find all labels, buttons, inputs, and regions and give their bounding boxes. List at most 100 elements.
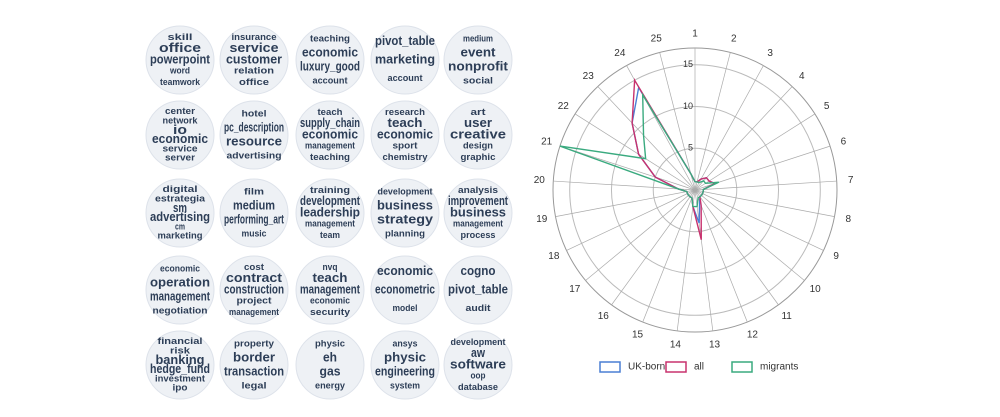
spoke [694,189,779,306]
cloud-word: research [385,107,425,117]
legend-label: migrants [760,362,798,373]
cloud-disc [370,255,440,325]
cloud-word: operation [150,274,210,289]
axis-label: 18 [548,251,560,262]
cloud-word: economic [302,44,358,59]
axis-label: 16 [598,311,610,322]
cloud-word: io [173,122,187,137]
cloud-disc [443,25,513,95]
cloud-word: film [244,186,264,196]
cloud-disc [219,330,289,400]
cloud-word: pc_description [224,119,284,134]
cloud-word: customer [226,51,282,66]
cloud-word: engineering [375,363,435,378]
cloud-word: cogno [461,263,496,278]
spoke [585,189,696,281]
axis-label: 6 [841,136,847,147]
word-cloud: pivot_table marketing account [370,25,440,95]
axis-label: 23 [583,71,595,82]
cloud-word: financial [158,336,203,346]
cloud-word: teach [388,115,423,130]
axis-label: 3 [767,48,773,59]
cloud-word: development [300,193,360,208]
cloud-word: management [453,219,503,229]
word-cloud: costcontractconstructionprojectmanagemen… [219,255,289,325]
cloud-word: management [229,307,279,317]
cloud-word: transaction [224,363,284,378]
axis-label: 17 [569,284,581,295]
cloud-word: process [461,230,496,240]
cloud-word: economic [377,263,433,278]
cloud-word: luxury_good [300,58,360,73]
cloud-disc [295,255,365,325]
cloud-word: event [461,44,497,59]
axis-label: 12 [747,330,759,341]
axis-label: 13 [709,339,721,350]
cloud-disc [370,25,440,95]
cloud-disc [295,178,365,248]
spoke [694,189,714,331]
cloud-disc [145,178,215,248]
axis-label: 19 [536,214,548,225]
cloud-word: economic [377,126,433,141]
cloud-disc [295,330,365,400]
cloud-disc [145,255,215,325]
cloud-word: teach [313,270,348,285]
axis-label: 11 [781,311,792,322]
cloud-word: leadership [300,204,360,219]
cloud-disc [370,100,440,170]
cloud-word: economic [152,131,208,146]
cloud-disc [370,330,440,400]
cloud-word: management [305,219,355,229]
cloud-word: construction [224,281,284,296]
cloud-word: estrategia [155,193,206,203]
cloud-word: insurance [232,32,277,42]
word-cloud: financialriskbankinghedge_fundinvestment… [145,330,215,400]
cloud-word: contract [226,270,283,285]
cloud-word: server [165,153,196,163]
cloud-word: physic [315,338,345,348]
spoke [659,52,696,191]
axis-label: 9 [833,251,839,262]
cloud-word: marketing [375,51,435,66]
axis-label: 8 [845,214,851,225]
axis-label: 4 [799,71,805,82]
spoke [553,180,696,191]
spoke [694,189,835,217]
word-cloud: teachsupply_chaineconomicmanagementteach… [295,100,365,170]
cloud-word: planning [385,228,425,238]
cloud-word: digital [163,184,198,194]
cloud-word: service [163,143,198,153]
spoke [611,189,696,306]
r-tick-label: 15 [683,59,693,69]
spoke [642,189,696,323]
cloud-word: economic [160,263,200,273]
cloud-word: office [159,40,201,55]
cloud-word: word [169,66,190,76]
axis-label: 7 [848,175,854,186]
cloud-word: energy [315,380,345,390]
cloud-word: creative [450,126,506,141]
cloud-word: database [458,382,498,392]
word-cloud: analysisimprovementbusinessmanagementpro… [443,178,513,248]
cloud-word: performing_art [224,211,284,226]
spoke [694,189,805,281]
cloud-word: economic [310,296,350,306]
cloud-word: training [310,185,350,195]
cloud-word: management [150,288,210,303]
axis-label: 1 [692,29,698,40]
cloud-word: ipo [173,383,189,393]
cloud-disc [443,100,513,170]
cloud-word: design [463,141,493,151]
